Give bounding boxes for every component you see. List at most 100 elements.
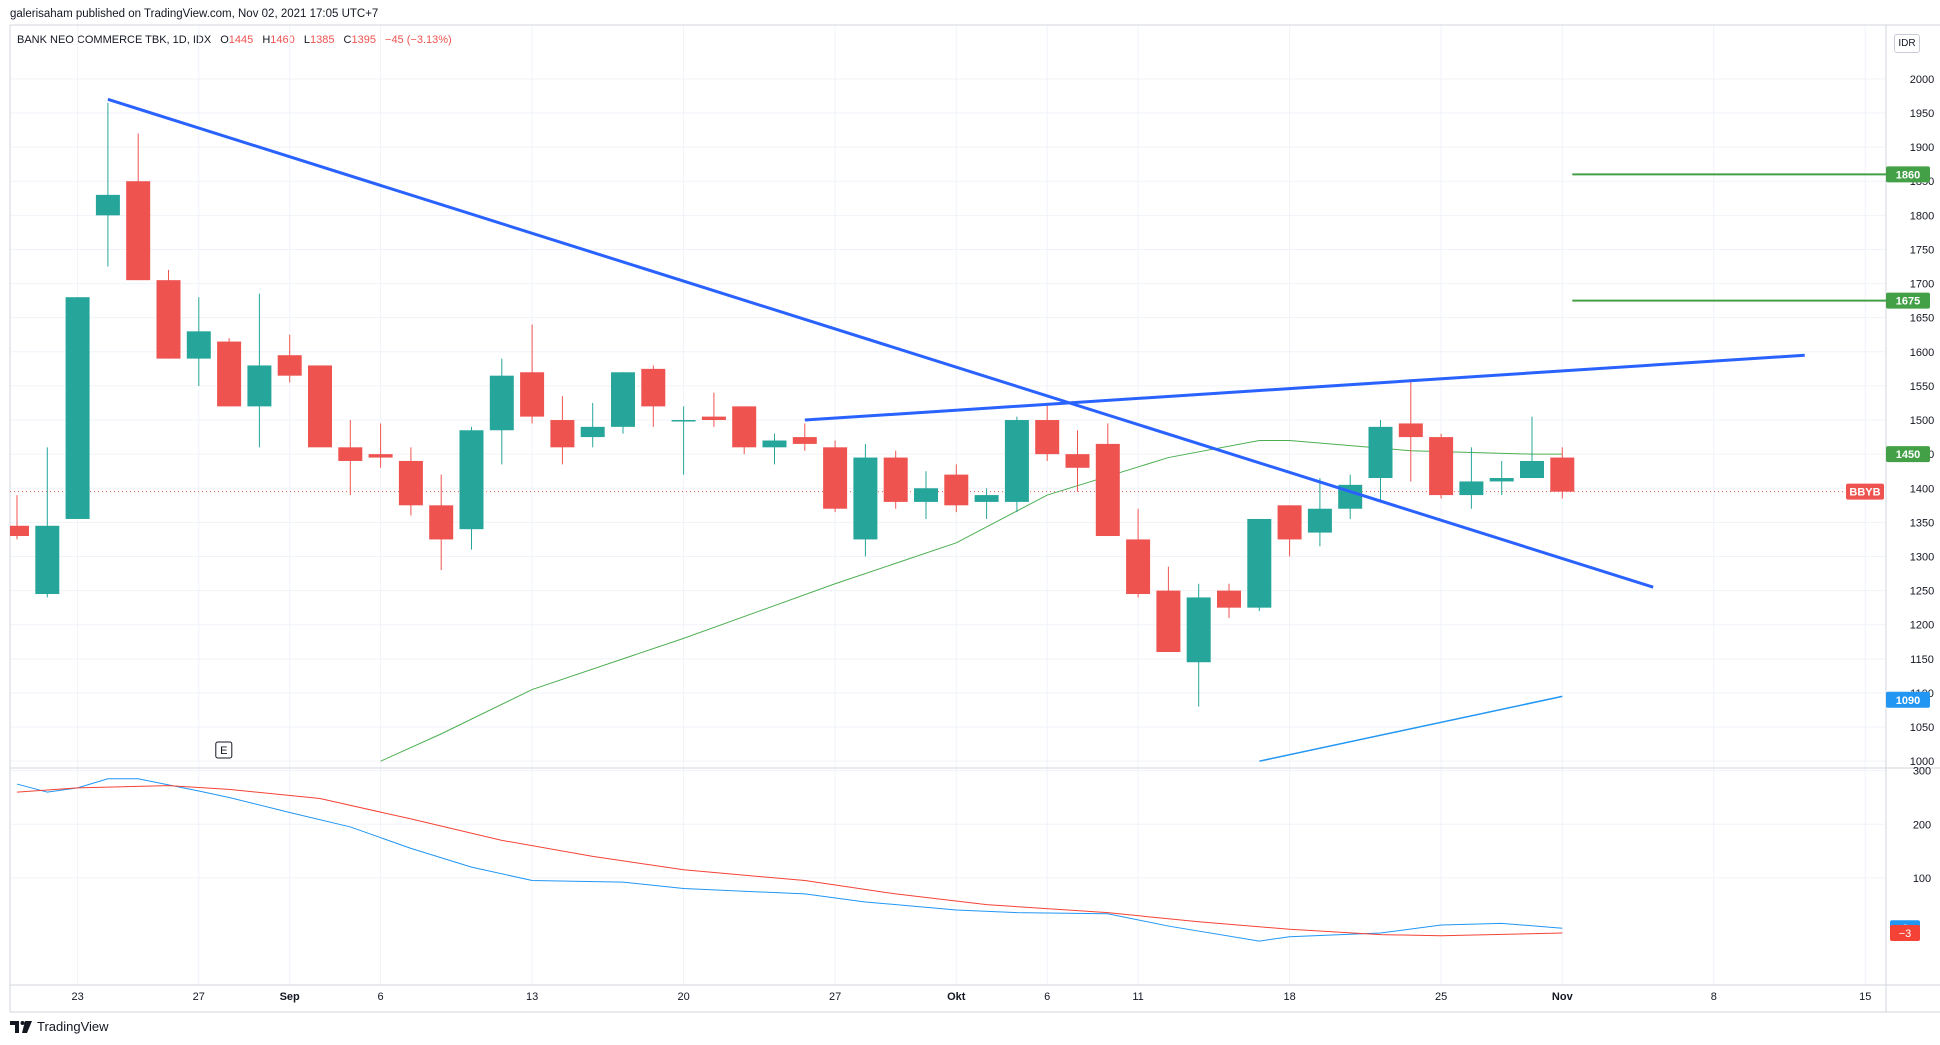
candle (1217, 583, 1241, 618)
candle-body (1307, 508, 1332, 533)
y-tick-label: 1350 (1910, 517, 1934, 529)
candle-body (1429, 437, 1454, 496)
candle-body (1217, 590, 1241, 608)
candle (671, 406, 696, 475)
candle (1550, 447, 1575, 499)
candle-body (550, 420, 575, 448)
candle-body (762, 440, 787, 448)
candle (641, 365, 666, 427)
price-tag-label: BBYB (1849, 487, 1880, 499)
x-tick-label: 20 (677, 991, 689, 1003)
candle (974, 488, 999, 519)
candle-body (459, 430, 484, 530)
candle-body (944, 474, 969, 506)
y-tick-label: 1500 (1910, 415, 1934, 427)
candle-body (883, 457, 908, 502)
candle-body (671, 420, 696, 422)
candle-body (186, 331, 211, 359)
y-tick-label: 1550 (1910, 381, 1934, 393)
candle-body (217, 341, 242, 407)
x-tick-label: 25 (1435, 991, 1447, 1003)
y-tick-label: 1050 (1910, 722, 1934, 734)
candle-body (974, 495, 999, 502)
close-value: 1395 (351, 34, 376, 46)
footer-brand[interactable]: TradingView (10, 1019, 109, 1034)
y-tick-label: 1400 (1910, 483, 1934, 495)
candle (853, 443, 878, 557)
tradingview-logo-icon (10, 1020, 32, 1033)
x-tick-label: 23 (71, 991, 83, 1003)
symbol-title: BANK NEO COMMERCE TBK, 1D, IDX (17, 34, 212, 46)
candle (1095, 423, 1120, 537)
osc-value-tag-label: −3 (1899, 928, 1912, 940)
candle-body (1489, 478, 1514, 482)
candle (1459, 447, 1484, 509)
candle-body (1126, 539, 1151, 595)
candle-body (1520, 460, 1544, 479)
candle (429, 474, 454, 571)
candle-body (1368, 426, 1393, 479)
x-tick-label: 27 (193, 991, 205, 1003)
drawings[interactable]: E (107, 97, 1886, 762)
y-tick-label: 1750 (1910, 244, 1934, 256)
candle (368, 423, 393, 468)
candle-body (1277, 505, 1302, 540)
x-tick-label: 6 (1044, 991, 1050, 1003)
y-tick-label: 1800 (1910, 210, 1934, 222)
candle (10, 495, 29, 540)
candle (1065, 430, 1090, 492)
candle (701, 392, 726, 427)
candle (914, 471, 938, 519)
candle-body (580, 426, 605, 438)
candle-body (338, 447, 363, 461)
candle (156, 269, 181, 359)
candle-body (95, 194, 120, 216)
candle-body (1459, 481, 1484, 496)
candle (1277, 505, 1302, 557)
trendline-support (1259, 695, 1563, 762)
price-tags: 186016751450BBYB10906−3 (1846, 166, 1930, 942)
candle (489, 358, 514, 465)
candle-body (247, 365, 272, 407)
candle-body (641, 368, 666, 407)
currency-button[interactable]: IDR (1894, 34, 1920, 53)
x-tick-label: 6 (378, 991, 384, 1003)
candle (580, 402, 605, 448)
candle (944, 464, 969, 513)
candle (1520, 416, 1544, 479)
y-tick-label: 1300 (1910, 551, 1934, 563)
y-tick-label: 1250 (1910, 586, 1934, 598)
y-tick-label: 1600 (1910, 347, 1934, 359)
candle (550, 396, 575, 465)
earnings-marker (215, 741, 233, 759)
candle (65, 297, 90, 519)
publisher-caption: galerisaham published on TradingView.com… (10, 8, 379, 20)
candle (732, 406, 757, 455)
price-tag-label: 1860 (1896, 169, 1920, 181)
candle-body (853, 457, 878, 540)
candle-body (792, 437, 817, 444)
candle-body (308, 365, 332, 448)
y-tick-label: 1950 (1910, 108, 1934, 120)
candle-body (520, 372, 545, 417)
candle (1398, 379, 1423, 482)
candle-body (1035, 420, 1060, 455)
y-tick-label: 1150 (1910, 654, 1934, 666)
candle-body (732, 406, 757, 448)
y-tick-label: 1200 (1910, 620, 1934, 632)
x-tick-label: Okt (947, 991, 966, 1003)
candle-body (277, 355, 302, 376)
osc-y-tick-label: 100 (1913, 873, 1931, 885)
candle (1429, 433, 1454, 499)
candle-body (1004, 420, 1029, 502)
price-tag-label: 1090 (1896, 695, 1920, 707)
candle (186, 297, 211, 386)
osc-value-tag (1890, 925, 1920, 942)
candle (611, 372, 635, 434)
oscillator-line-1 (16, 778, 1563, 942)
candle-body (611, 372, 635, 427)
candle (1126, 508, 1151, 598)
candle-body (429, 505, 454, 540)
x-tick-label: 13 (526, 991, 538, 1003)
